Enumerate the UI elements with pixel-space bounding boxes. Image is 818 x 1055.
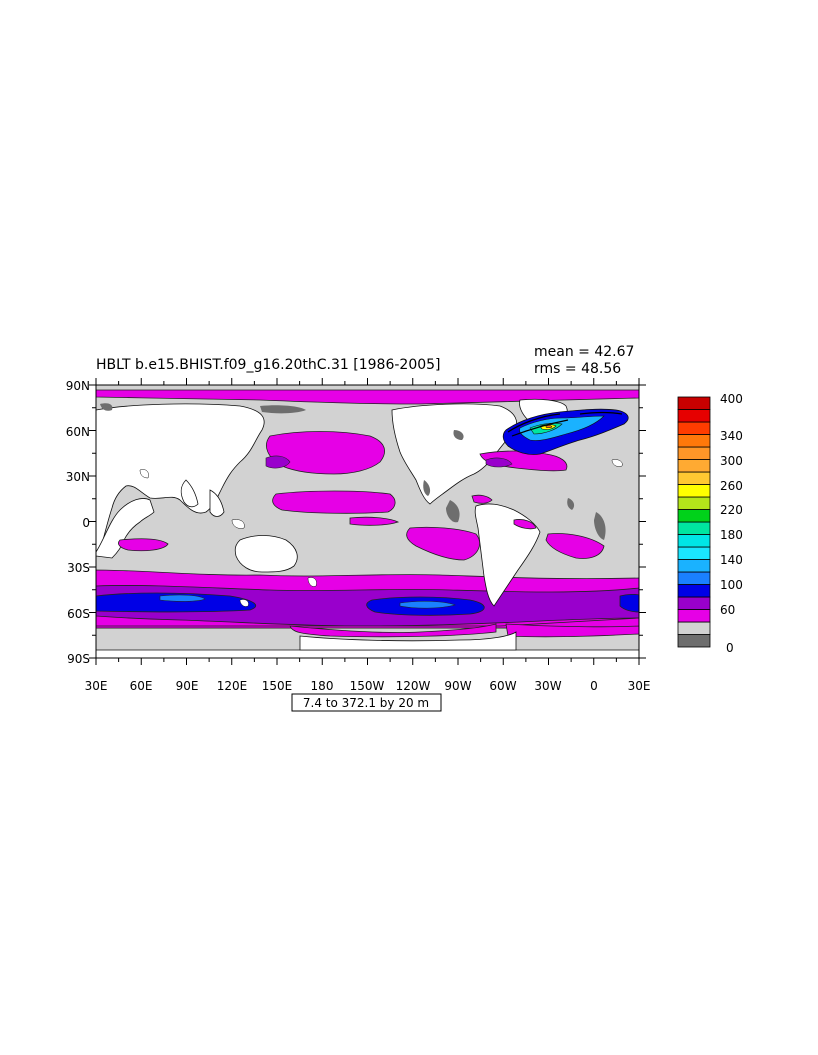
southern-ocean-lightblue-core-2 (399, 600, 456, 609)
lon-label: 120E (217, 679, 248, 693)
colorbar-labels: 400 340 300 260 220 180 140 100 60 0 (720, 392, 743, 655)
lat-label: 30S (67, 561, 90, 575)
colorbar-swatch (677, 409, 711, 423)
lon-label: 150E (262, 679, 293, 693)
lon-label: 180 (311, 679, 334, 693)
colorbar-swatch (677, 421, 711, 435)
colorbar-swatch (677, 521, 711, 535)
lat-label: 90S (67, 652, 90, 666)
contour-range-text: 7.4 to 372.1 by 20 m (303, 696, 429, 710)
lat-label: 90N (66, 379, 90, 393)
colorbar-swatch (677, 471, 711, 485)
lon-label: 0 (590, 679, 598, 693)
southern-ocean-blue-band-far-east (619, 593, 639, 613)
latitude-ticks (89, 384, 646, 659)
colorbar-swatch (677, 621, 711, 635)
southern-ocean-blue-band (96, 592, 256, 613)
colorbar-swatch (677, 496, 711, 510)
lon-label: 150W (350, 679, 385, 693)
colorbar-label: 140 (720, 553, 743, 567)
southern-ocean-lightblue-core (159, 594, 206, 602)
colorbar-swatch (677, 634, 711, 648)
colorbar-swatch (677, 571, 711, 585)
lon-label: 30E (85, 679, 108, 693)
colorbar-label: 0 (726, 641, 734, 655)
lat-label: 30N (66, 470, 90, 484)
colorbar-label: 340 (720, 429, 743, 443)
lat-label: 60S (67, 607, 90, 621)
magenta-patches (118, 431, 605, 561)
lon-label: 60W (489, 679, 516, 693)
rms-stat: rms = 48.56 (534, 361, 621, 377)
north-atlantic-deep-mixing (502, 408, 629, 455)
colorbar-label: 180 (720, 528, 743, 542)
colorbar-swatch (677, 559, 711, 573)
longitude-labels: 30E 60E 90E 120E 150E 180 150W 120W 90W … (85, 679, 651, 693)
longitude-ticks (95, 378, 640, 665)
lon-label: 90W (444, 679, 471, 693)
lon-label: 60E (130, 679, 153, 693)
colorbar-swatch (677, 459, 711, 473)
latitude-labels: 90N 60N 30N 0 30S 60S 90S (66, 379, 90, 666)
lon-label: 90E (176, 679, 199, 693)
colorbar-swatch (677, 596, 711, 610)
colorbar-swatch (677, 434, 711, 448)
dark-shelf-patches (100, 403, 606, 540)
colorbar-swatch (677, 509, 711, 523)
scattered-small-land (139, 459, 623, 607)
southern-ocean-south-band (289, 623, 497, 638)
arctic-magenta-band (96, 389, 639, 405)
colorbar-swatch (677, 446, 711, 460)
colorbar-label: 100 (720, 578, 743, 592)
lon-label: 30W (534, 679, 561, 693)
colorbar-swatch (677, 534, 711, 548)
colorbar-swatch (677, 584, 711, 598)
colorbar (677, 396, 711, 648)
colorbar-label: 400 (720, 392, 743, 406)
colorbar-label: 300 (720, 454, 743, 468)
colorbar-label: 60 (720, 603, 735, 617)
purple-patches (265, 455, 513, 469)
colorbar-label: 220 (720, 503, 743, 517)
colorbar-swatch (677, 546, 711, 560)
lat-label: 0 (82, 516, 90, 530)
contour-range-box (291, 693, 442, 712)
colorbar-swatch (677, 609, 711, 623)
colorbar-swatch (677, 484, 711, 498)
lat-label: 60N (66, 425, 90, 439)
colorbar-label: 260 (720, 479, 743, 493)
ocean-field-map (96, 385, 639, 658)
plot-title: HBLT b.e15.BHIST.f09_g16.20thC.31 [1986-… (96, 357, 441, 373)
colorbar-swatch (677, 396, 711, 410)
mean-stat: mean = 42.67 (534, 344, 634, 360)
southern-ocean-south-band-east (505, 623, 639, 638)
lon-label: 30E (628, 679, 651, 693)
lon-label: 120W (396, 679, 431, 693)
